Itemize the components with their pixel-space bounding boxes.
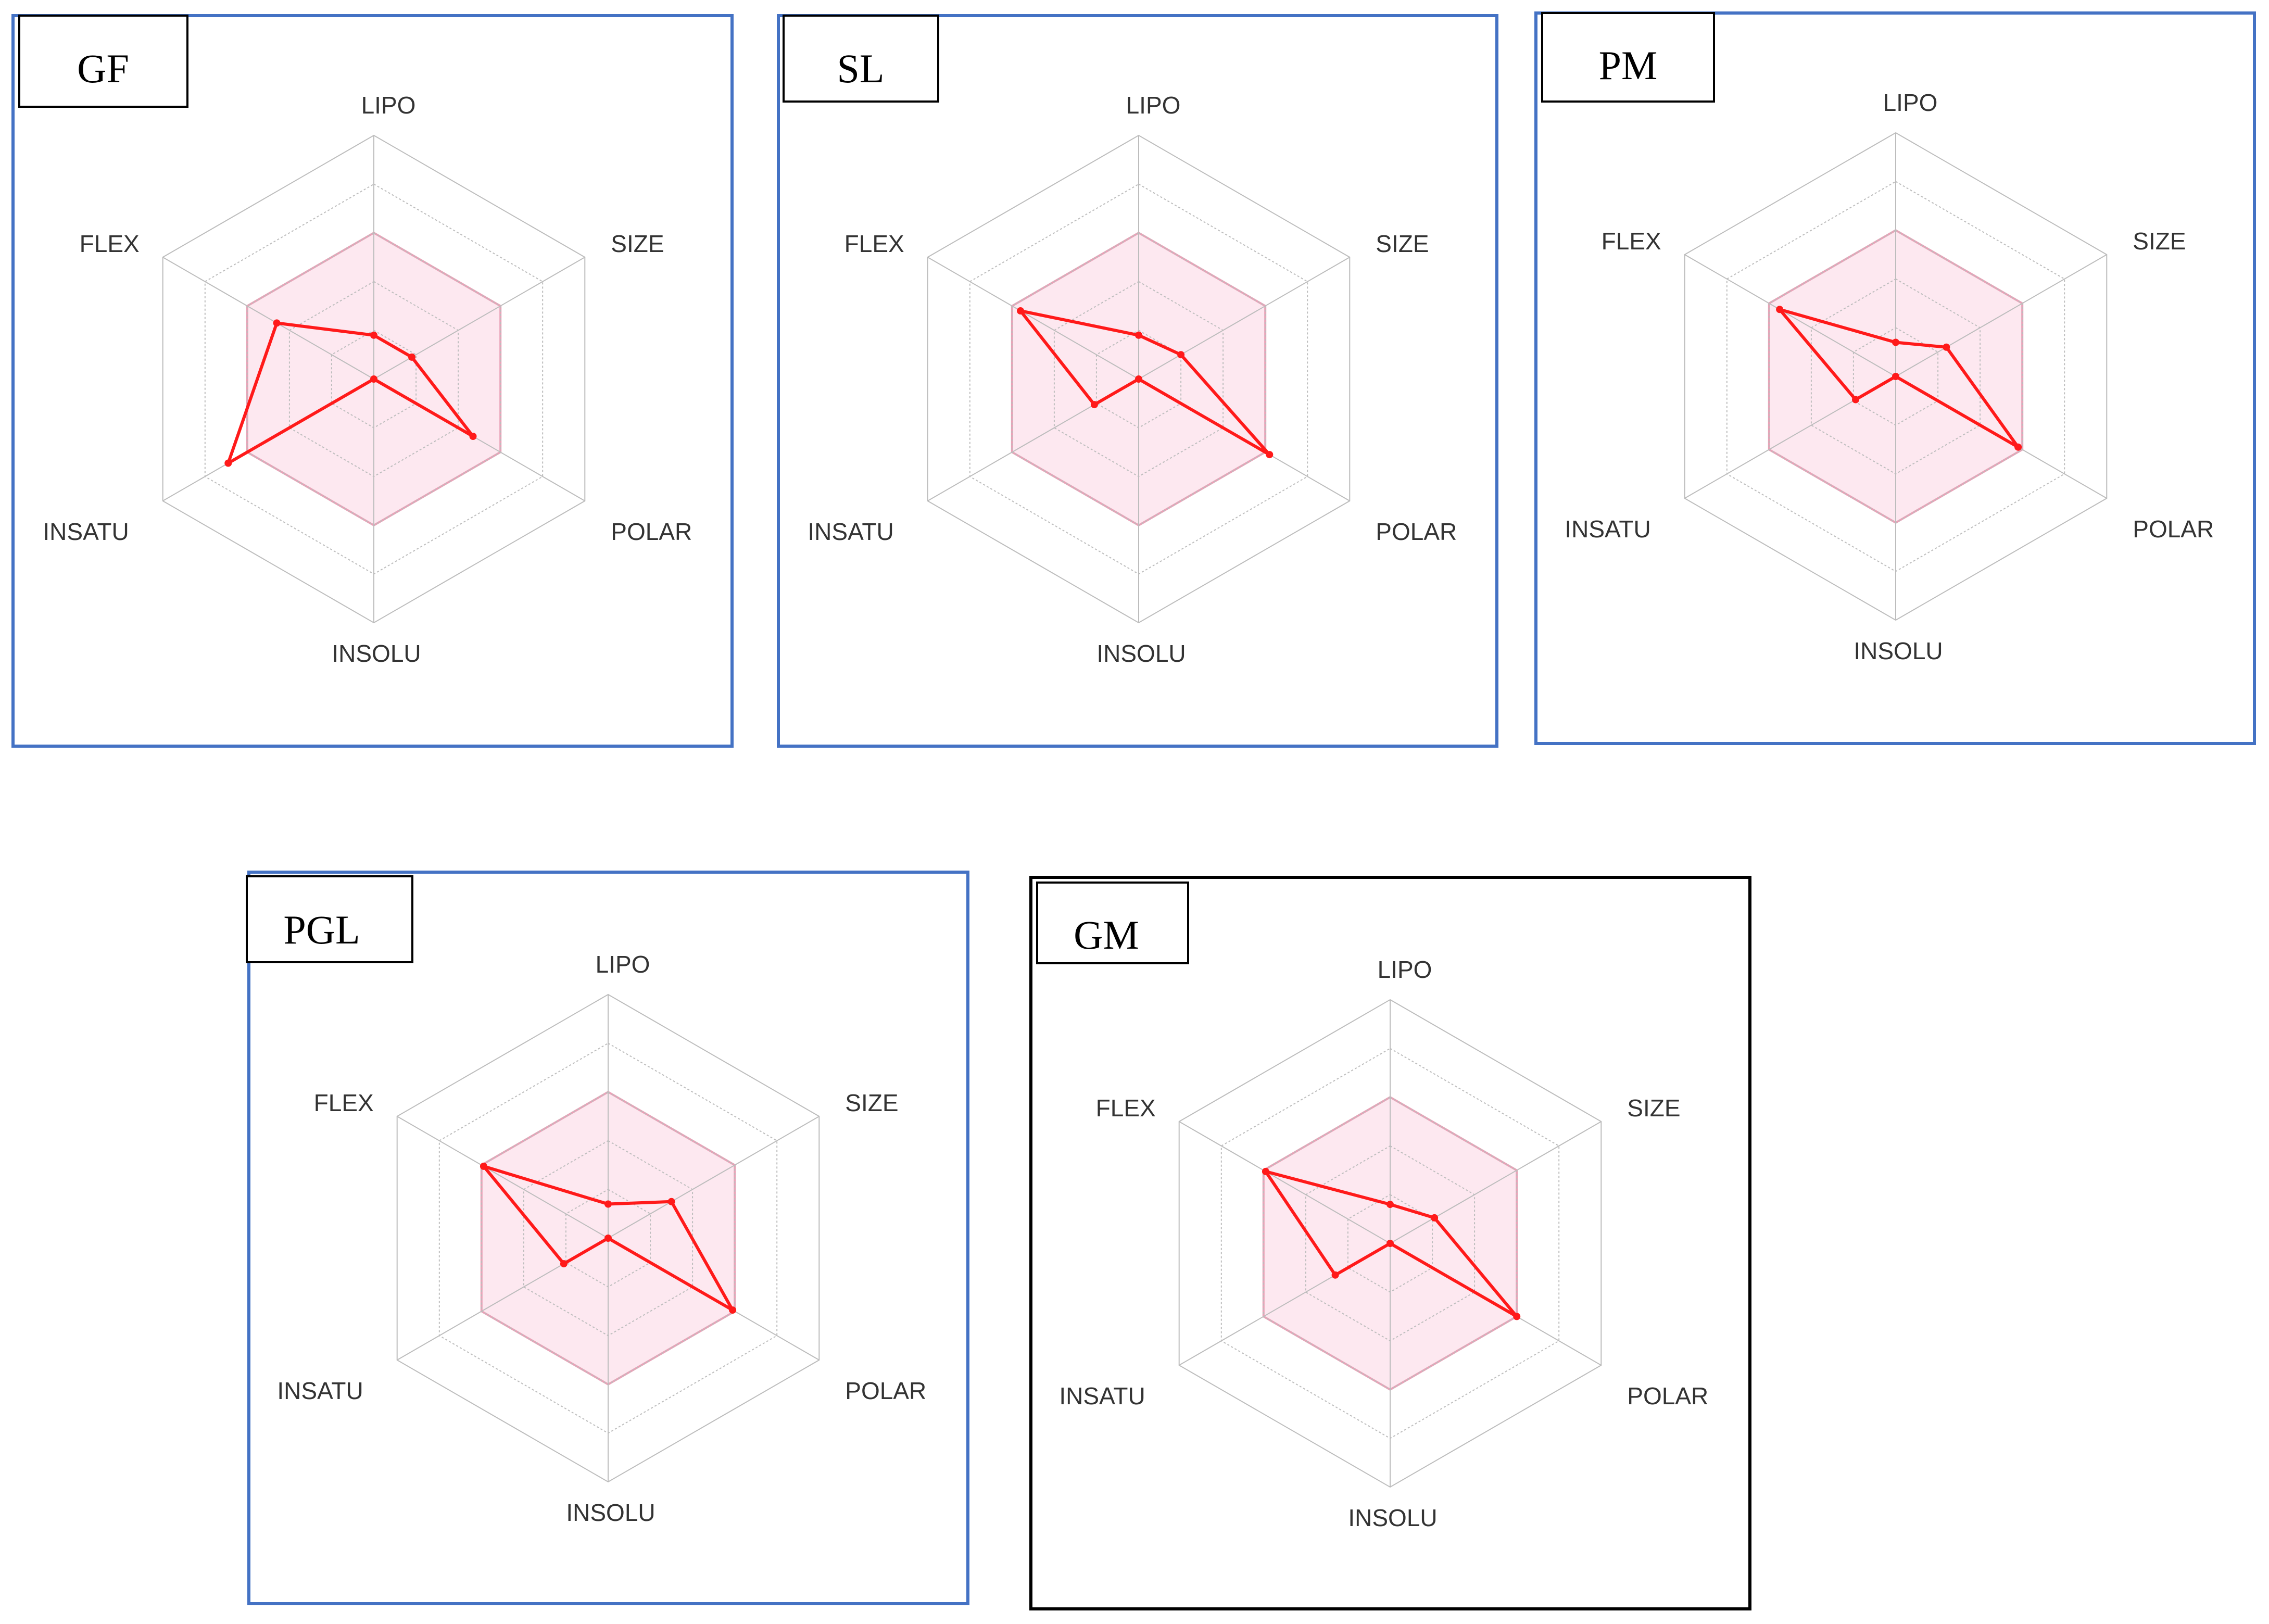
axis-label-insolu: INSOLU bbox=[1854, 637, 1943, 664]
data-point-insolu bbox=[1135, 375, 1142, 383]
data-point-lipo bbox=[1892, 338, 1899, 346]
data-point-polar bbox=[469, 433, 477, 440]
data-point-flex bbox=[273, 319, 281, 327]
panel-title-sl: SL bbox=[837, 46, 884, 91]
panel-title-pm: PM bbox=[1599, 43, 1658, 88]
panel-frame-gm bbox=[1029, 876, 1751, 1610]
data-point-polar bbox=[729, 1306, 737, 1314]
data-point-lipo bbox=[604, 1200, 612, 1208]
data-point-flex bbox=[1776, 306, 1784, 313]
axis-spoke-flex bbox=[1684, 254, 1896, 377]
data-point-insatu bbox=[224, 459, 232, 467]
axis-label-flex: FLEX bbox=[314, 1089, 374, 1116]
data-point-polar bbox=[1513, 1313, 1521, 1320]
axis-spoke-size bbox=[608, 1116, 820, 1239]
panel-title-gm: GM bbox=[1074, 912, 1139, 958]
axis-label-size: SIZE bbox=[1376, 230, 1429, 257]
axis-label-polar: POLAR bbox=[611, 518, 692, 545]
axis-label-insolu: INSOLU bbox=[1348, 1504, 1437, 1531]
axis-spoke-size bbox=[1895, 254, 2107, 377]
title-box-pm bbox=[1541, 12, 1715, 103]
data-point-lipo bbox=[1135, 331, 1142, 339]
data-point-flex bbox=[1017, 307, 1024, 314]
axis-label-size: SIZE bbox=[1627, 1094, 1680, 1122]
data-point-flex bbox=[480, 1162, 487, 1170]
axis-label-polar: POLAR bbox=[1627, 1382, 1708, 1409]
data-point-size bbox=[1177, 351, 1185, 359]
panel-frame-sl bbox=[777, 14, 1498, 748]
axis-label-size: SIZE bbox=[611, 230, 664, 257]
data-point-lipo bbox=[1386, 1201, 1394, 1208]
axis-label-polar: POLAR bbox=[845, 1377, 926, 1404]
axis-label-size: SIZE bbox=[2133, 228, 2186, 255]
axis-spoke-size bbox=[1390, 1121, 1602, 1244]
data-point-size bbox=[1943, 343, 1950, 351]
data-point-insatu bbox=[560, 1260, 568, 1268]
radar-chart-pm: LIPO SIZE POLAR INSOLU INSATU FLEX bbox=[1565, 89, 2214, 664]
radar-chart-pgl: LIPO SIZE POLAR INSOLU INSATU FLEX bbox=[277, 951, 926, 1526]
data-point-flex bbox=[1262, 1167, 1269, 1175]
data-point-polar bbox=[2014, 443, 2022, 451]
axis-label-lipo: LIPO bbox=[1378, 956, 1432, 983]
data-point-insatu bbox=[1331, 1271, 1339, 1279]
axis-spoke-size bbox=[1138, 257, 1350, 380]
data-point-size bbox=[408, 353, 415, 361]
axis-spoke-flex bbox=[1179, 1121, 1391, 1244]
axis-label-polar: POLAR bbox=[2133, 515, 2214, 543]
axis-label-flex: FLEX bbox=[1602, 228, 1661, 255]
data-point-insolu bbox=[1386, 1240, 1394, 1247]
radar-chart-sl: LIPO SIZE POLAR INSOLU INSATU FLEX bbox=[808, 92, 1457, 667]
data-point-insolu bbox=[370, 375, 377, 383]
title-box-gf bbox=[18, 15, 188, 108]
axis-label-polar: POLAR bbox=[1376, 518, 1457, 545]
axis-label-insatu: INSATU bbox=[1059, 1382, 1145, 1409]
data-point-insolu bbox=[1892, 373, 1899, 380]
axis-label-flex: FLEX bbox=[1096, 1094, 1156, 1122]
axis-label-lipo: LIPO bbox=[1883, 89, 1938, 116]
axis-label-insatu: INSATU bbox=[277, 1377, 363, 1404]
panel-frame-pm bbox=[1534, 11, 2256, 745]
axis-label-insolu: INSOLU bbox=[332, 640, 421, 667]
axis-label-flex: FLEX bbox=[80, 230, 140, 257]
data-point-polar bbox=[1266, 451, 1274, 459]
title-box-sl bbox=[783, 15, 939, 103]
data-point-insatu bbox=[1852, 396, 1859, 404]
axis-label-lipo: LIPO bbox=[361, 92, 416, 119]
axis-label-size: SIZE bbox=[845, 1089, 898, 1116]
axis-label-insolu: INSOLU bbox=[566, 1499, 655, 1526]
data-point-insolu bbox=[604, 1235, 612, 1242]
axis-label-insatu: INSATU bbox=[1565, 515, 1650, 543]
axis-label-lipo: LIPO bbox=[1126, 92, 1181, 119]
axis-label-insolu: INSOLU bbox=[1096, 640, 1186, 667]
title-box-pgl bbox=[246, 875, 413, 963]
panel-title-gf: GF bbox=[77, 46, 129, 91]
panel-frame-pgl bbox=[247, 871, 969, 1605]
radar-chart-gm: LIPO SIZE POLAR INSOLU INSATU FLEX bbox=[1059, 956, 1708, 1531]
axis-spoke-flex bbox=[927, 257, 1139, 380]
axis-label-lipo: LIPO bbox=[596, 951, 650, 978]
panel-frame-gf bbox=[11, 14, 734, 748]
data-point-size bbox=[1431, 1214, 1439, 1222]
radar-chart-gf: LIPO SIZE POLAR INSOLU INSATU FLEX bbox=[43, 92, 692, 667]
axis-spoke-flex bbox=[162, 257, 374, 380]
axis-label-insatu: INSATU bbox=[808, 518, 893, 545]
data-point-insatu bbox=[1090, 401, 1098, 409]
panel-title-pgl: PGL bbox=[283, 907, 360, 952]
data-point-size bbox=[667, 1198, 675, 1205]
axis-label-insatu: INSATU bbox=[43, 518, 129, 545]
title-box-gm bbox=[1036, 882, 1189, 964]
axis-spoke-flex bbox=[397, 1116, 609, 1239]
data-point-lipo bbox=[370, 331, 377, 339]
axis-label-flex: FLEX bbox=[844, 230, 904, 257]
